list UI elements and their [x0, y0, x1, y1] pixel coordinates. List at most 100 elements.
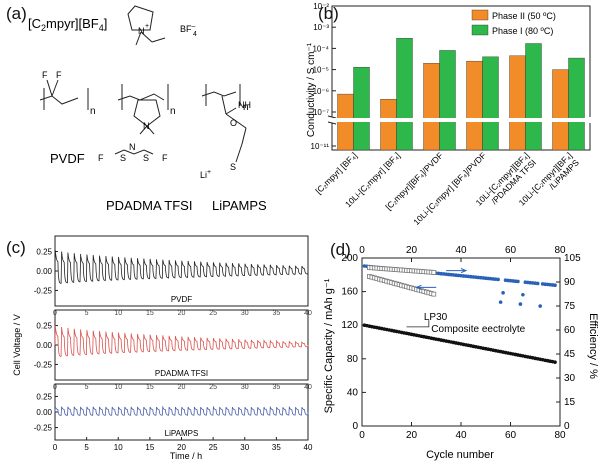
chart-b-ytick-label: 10⁻³	[313, 23, 329, 32]
panel-label-d: (d)	[330, 240, 351, 259]
chart-b-legend-swatch	[471, 9, 489, 21]
chart-b-ytick-label: 10⁻⁵	[313, 66, 329, 75]
chart-b-bar	[552, 69, 569, 151]
pvdf-label: PVDF	[50, 151, 85, 166]
chart-d-xtick-label: 60	[505, 430, 517, 441]
chart-c-ytick-label: 0.25	[36, 322, 52, 331]
chart-d-xtick-label-top: 60	[505, 245, 517, 256]
chart-d-annotation-leader	[406, 320, 430, 328]
chart-c-xtick-label: 30	[240, 443, 249, 452]
anion-subscript: 4	[193, 31, 197, 38]
chart-c-ytick-label: 0.25	[36, 248, 52, 257]
chart-d-ytick-label-right: 45	[564, 349, 576, 360]
chart-d-ytick-label-left: 40	[347, 387, 359, 398]
chart-c-ytick-label: 0.00	[36, 267, 52, 276]
chart-c-xtick-label-inner: 35	[272, 310, 280, 317]
chart-c-ytick-label: 0.00	[36, 408, 52, 417]
chart-c-xtick-label-inner: 25	[209, 384, 217, 391]
chart-d-point	[521, 292, 525, 297]
chart-c-xtick-label-inner: 15	[146, 384, 154, 391]
chart-b-ylabel: Conductivity / S cm⁻¹	[306, 42, 317, 137]
chart-c-xtick-label-inner: 10	[114, 310, 122, 317]
chart-c-xtick-label: 5	[84, 443, 89, 452]
chart-d-xtick-label: 40	[455, 430, 467, 441]
chart-c-xtick-label-inner: 20	[178, 310, 186, 317]
chart-b-bar	[337, 93, 354, 151]
chart-b-legend-label: Phase II (50 ºC)	[492, 11, 556, 21]
chart-b-bar	[525, 43, 542, 151]
ionic-liquid-label: [C2mpyr][BF4]	[28, 16, 107, 33]
chart-d-point	[518, 302, 523, 306]
chart-b-break-mark	[327, 115, 337, 119]
chart-b-category-line: 10Li-[C₂mpyr] [BF₄]/PVDF	[411, 150, 488, 227]
chart-d-point	[516, 279, 520, 284]
chart-d-point-lp30	[431, 270, 437, 275]
chart-d-ytick-label-right: 90	[564, 277, 576, 288]
chart-d-ytick-label-left: 0	[352, 421, 358, 432]
chart-d-xtick-label-top: 0	[359, 245, 365, 256]
chart-b-legend-swatch	[471, 24, 489, 36]
lithium-ion: Li+	[200, 169, 211, 180]
chart-c-trace	[54, 405, 309, 416]
nitrogen-pdadma: N	[143, 121, 150, 131]
chart-c-xtick-label: 40	[304, 443, 313, 452]
tfsi-s2: S	[143, 153, 149, 163]
chart-b-legend-label: Phase I (80 ºC)	[492, 26, 553, 36]
chart-c-ytick-label: 0.00	[36, 341, 52, 350]
chart-c-xtick-label-inner: 20	[178, 384, 186, 391]
chart-c-ytick-label: 0.25	[36, 392, 52, 401]
chart-d-point	[535, 281, 540, 286]
chart-b-ytick-label: 10⁻⁴	[312, 44, 329, 53]
chart-d-point	[553, 283, 557, 287]
chart-d-ytick-label-right: 105	[564, 253, 581, 264]
chart-c-subplot-label: PVDF	[171, 295, 192, 304]
chart-c-xtick-label-inner: 15	[146, 310, 154, 317]
chart-c-subplot-label: PDADMA TFSI	[155, 369, 208, 378]
panel-label-b: (b)	[318, 4, 339, 23]
chart-d-ytick-label-left: 120	[341, 320, 358, 331]
chart-c-ytick-label: -0.25	[34, 286, 53, 295]
chart-c-xtick-label: 15	[145, 443, 154, 452]
chart-d-ytick-label-left: 80	[347, 354, 359, 365]
chart-c-ytick-label: -0.25	[34, 424, 53, 433]
repeat-n-pdadma: n	[170, 106, 176, 117]
panel-label-a: (a)	[6, 4, 27, 23]
chart-c-trace	[54, 249, 309, 284]
chart-b-bar	[353, 66, 370, 151]
pvdf-structure	[39, 79, 89, 110]
chart-d-xtick-label: 20	[406, 430, 418, 441]
tfsi-f2: F	[162, 153, 168, 163]
chart-d-point-lp30	[431, 291, 437, 297]
chart-c-xlabel: Time / h	[170, 451, 202, 461]
chart-c-xtick-label: 10	[114, 443, 123, 452]
chart-d-annotation-composite: Composite eectrolyte	[431, 324, 525, 335]
cycling-chart: Specific Capacity / mAh g⁻¹ Efficiency /…	[323, 245, 599, 461]
chart-c-xtick-label: 20	[177, 443, 186, 452]
chart-d-ylabel-right: Efficiency / %	[587, 313, 599, 379]
chart-b-break-mark	[327, 121, 337, 125]
tfsi-f1: F	[98, 153, 104, 163]
tfsi-nitrogen: N	[129, 142, 136, 152]
chart-b-ytick-label: 10⁻¹¹	[311, 142, 330, 151]
chart-d-ytick-label-left: 160	[341, 287, 358, 298]
chart-c-xtick-label-inner: 30	[241, 310, 249, 317]
chart-b-ytick-label: 10⁻⁶	[313, 87, 329, 96]
chart-c-trace	[54, 325, 309, 357]
chart-b-category-label: 10Li-[C₂mpyr] [BF₄]/PVDF	[411, 150, 488, 227]
chart-b-bar	[466, 60, 483, 151]
chart-d-xtick-label: 80	[554, 430, 566, 441]
chart-b-ytick-label: 10⁻²	[313, 2, 329, 11]
fluorine-atom-2: F	[56, 70, 62, 80]
chart-d-xlabel: Cycle number	[426, 449, 494, 461]
tfsi-s1: S	[120, 153, 126, 163]
chart-c-xtick-label-inner: 0	[53, 384, 57, 391]
chart-c-xtick-label-inner: 40	[304, 310, 312, 317]
chart-d-point	[496, 277, 500, 282]
chart-d-ytick-label-right: 30	[564, 373, 576, 384]
conductivity-bar-chart: Conductivity / S cm⁻¹ 10⁻⁷ 10⁻⁶ 10⁻⁵ 10⁻⁴ 10…	[306, 2, 594, 227]
chemical-structures-panel: [C2mpyr][BF4] N + BF– 4 F F n PVDF N n N…	[28, 5, 267, 213]
chart-d-xtick-label-top: 40	[455, 245, 467, 256]
panel-label-c: (c)	[6, 238, 26, 257]
chart-c-xtick-label-inner: 30	[241, 384, 249, 391]
chart-d-xtick-label-top: 20	[406, 245, 418, 256]
